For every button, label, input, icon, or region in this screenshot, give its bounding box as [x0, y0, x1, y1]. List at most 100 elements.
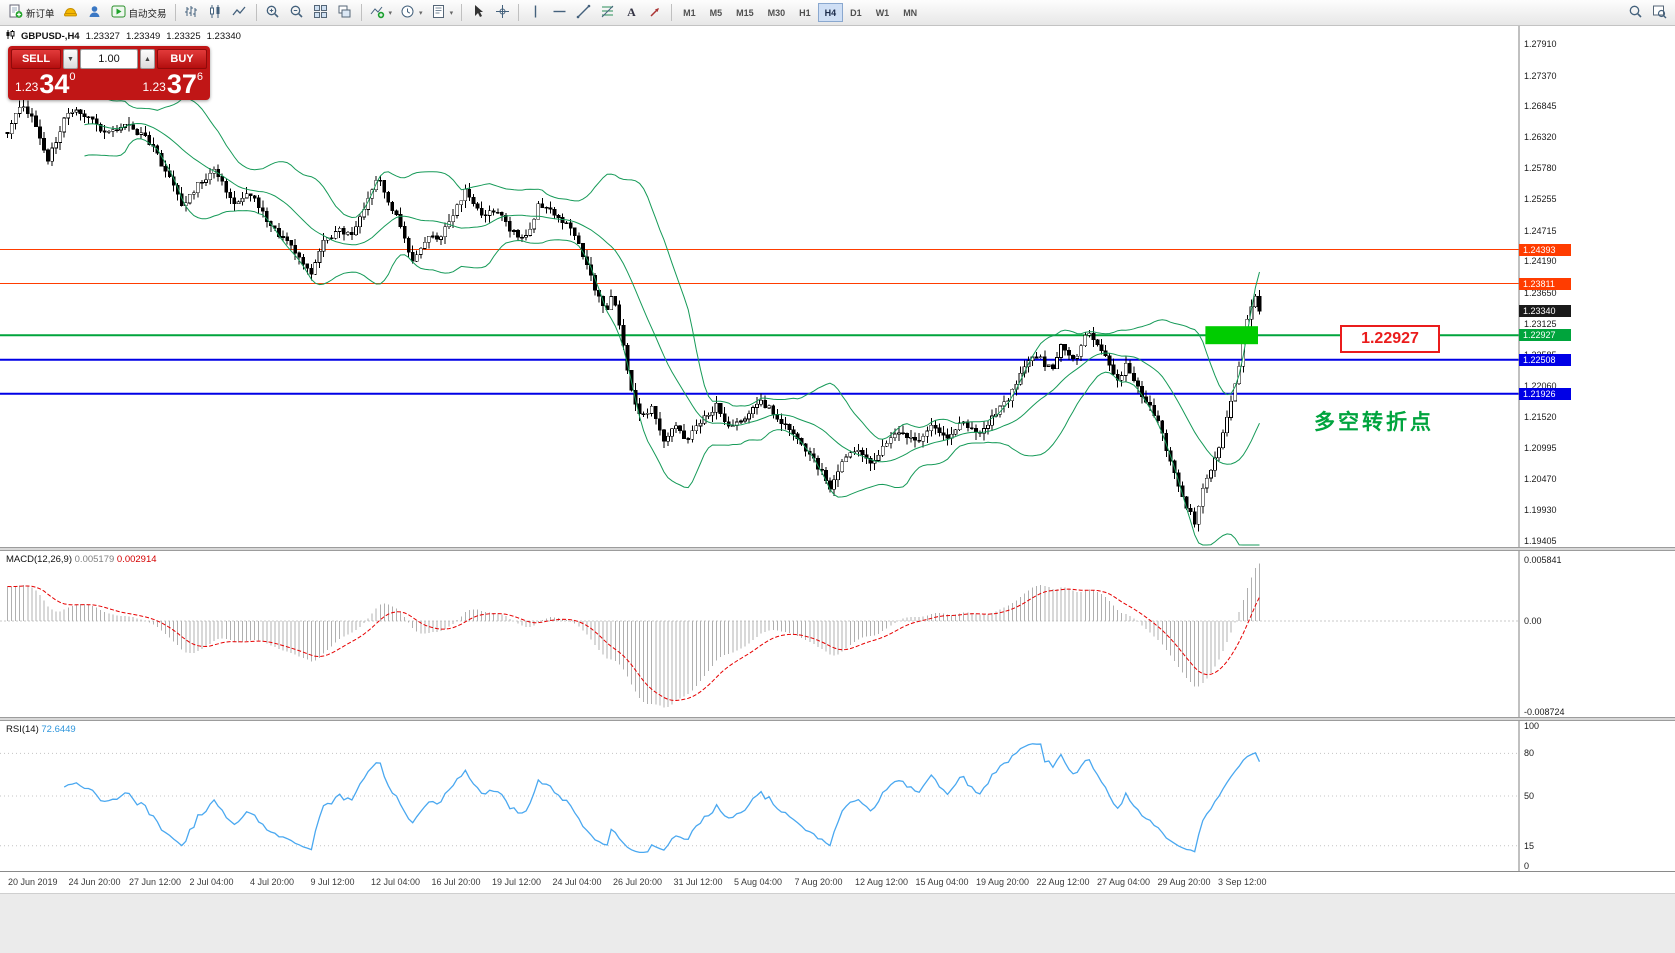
- sell-price-display[interactable]: 1.23 34 0: [15, 71, 76, 98]
- play-icon: [111, 4, 126, 22]
- price-axis-label: 1.19405: [1524, 536, 1557, 546]
- templates-button[interactable]: ▾: [427, 2, 458, 24]
- indicators-button[interactable]: ▾: [366, 2, 397, 24]
- time-axis-label: 5 Aug 04:00: [734, 877, 783, 887]
- ohlc-high: 1.23349: [125, 30, 161, 42]
- triangle-down-icon: ▼: [67, 55, 74, 63]
- zoom-out-button[interactable]: [285, 2, 309, 24]
- ohlc-open: 1.23327: [85, 30, 120, 42]
- chevron-down-icon: ▾: [388, 9, 393, 17]
- trendline-button[interactable]: [571, 2, 595, 24]
- toolbar-separator: [518, 4, 520, 21]
- volume-down-button[interactable]: ▼: [63, 49, 78, 69]
- horizontal-line-icon: [552, 4, 567, 22]
- price-axis[interactable]: 1.27910 1.27370 1.26845 1.26320 1.25780 1.252…: [1519, 26, 1675, 547]
- timeframe-d1[interactable]: D1: [843, 3, 869, 22]
- time-axis-label: 3 Sep 12:00: [1218, 877, 1267, 887]
- chevron-down-icon: ▾: [419, 9, 423, 17]
- timeframe-h4[interactable]: H4: [817, 3, 844, 22]
- timeframe-w1[interactable]: W1: [869, 3, 897, 22]
- panel-splitter[interactable]: [0, 717, 1675, 721]
- bar-chart-icon: [184, 4, 199, 22]
- arrows-button[interactable]: [643, 2, 667, 24]
- time-axis[interactable]: 20 Jun 2019 24 Jun 20:00 27 Jun 12:00 2 Jul…: [0, 871, 1675, 893]
- rsi-panel[interactable]: RSI(14) 72.6449 100 80 50 15 0: [0, 721, 1675, 871]
- tile-windows-button[interactable]: [309, 2, 333, 24]
- profile-button[interactable]: [83, 2, 107, 24]
- time-axis-label: 7 Aug 20:00: [794, 877, 843, 887]
- rsi-axis-label: 100: [1524, 721, 1540, 731]
- arrow-icon: [648, 4, 663, 22]
- buy-button[interactable]: BUY: [157, 49, 207, 69]
- price-axis-label: 1.27910: [1524, 39, 1557, 49]
- chart-symbol-line: GBPUSD-,H4 1.23327 1.23349 1.23325 1.233…: [6, 30, 241, 42]
- timeframe-m15[interactable]: M15: [729, 3, 761, 22]
- zoom-in-button[interactable]: [261, 2, 285, 24]
- crosshair-button[interactable]: [490, 2, 514, 24]
- buy-price-display[interactable]: 1.23 37 6: [142, 69, 203, 99]
- time-axis-label: 19 Jul 12:00: [492, 877, 542, 887]
- tile-windows-icon: [313, 4, 328, 22]
- macd-signal-value: 0.002914: [116, 554, 157, 565]
- cascade-windows-button[interactable]: [333, 2, 357, 24]
- periods-button[interactable]: ▾: [396, 2, 427, 24]
- macd-axis[interactable]: 0.005841 0.00 -0.008724: [1519, 551, 1675, 717]
- price-axis-label: 1.26845: [1524, 101, 1557, 112]
- volume-up-button[interactable]: ▲: [140, 49, 155, 69]
- horizontal-line-button[interactable]: [547, 2, 571, 24]
- macd-axis-label: 0.00: [1524, 615, 1542, 626]
- timeframe-h1[interactable]: H1: [792, 3, 818, 22]
- cursor-button[interactable]: [466, 2, 490, 24]
- trendline-icon: [576, 4, 591, 22]
- chevron-down-icon: ▾: [449, 9, 454, 17]
- rsi-label-line: RSI(14) 72.6449: [6, 724, 76, 735]
- macd-axis-label: 0.005841: [1524, 555, 1562, 565]
- price-chart-canvas[interactable]: [0, 26, 1675, 547]
- macd-panel[interactable]: MACD(12,26,9) 0.005179 0.002914 0.005841…: [0, 551, 1675, 717]
- price-chart-panel[interactable]: GBPUSD-,H4 1.23327 1.23349 1.23325 1.233…: [0, 26, 1675, 547]
- crosshair-icon: [495, 4, 510, 22]
- timeframe-m30[interactable]: M30: [761, 3, 793, 22]
- price-axis-label: 1.22060: [1524, 380, 1557, 391]
- macd-canvas[interactable]: [0, 551, 1675, 717]
- line-chart-button[interactable]: [228, 2, 252, 24]
- price-tag: 1.23811: [1519, 277, 1571, 290]
- rsi-axis[interactable]: 100 80 50 15 0: [1519, 721, 1675, 871]
- main-toolbar: 新订单 自动交易 ▾ ▾ ▾ A: [0, 0, 1675, 26]
- symbol-search-button[interactable]: [1647, 2, 1671, 24]
- time-axis-label: 15 Aug 04:00: [915, 877, 969, 887]
- timeframe-mn[interactable]: MN: [896, 3, 924, 22]
- new-order-button[interactable]: 新订单: [4, 2, 59, 24]
- rsi-axis-label: 50: [1524, 791, 1535, 801]
- bar-chart-button[interactable]: [180, 2, 204, 24]
- macd-label: MACD(12,26,9): [6, 554, 72, 565]
- volume-input[interactable]: [80, 49, 138, 69]
- price-axis-label: 1.20470: [1524, 473, 1557, 484]
- rsi-axis-label: 80: [1524, 748, 1535, 759]
- metaeditor-button[interactable]: [59, 2, 83, 24]
- zoom-in-icon: [265, 4, 280, 22]
- price-axis-label: 1.20995: [1524, 443, 1557, 454]
- panel-splitter[interactable]: [0, 547, 1675, 551]
- window-search-icon: [1652, 4, 1667, 22]
- timeframe-m5[interactable]: M5: [703, 3, 730, 22]
- text-button[interactable]: A: [619, 2, 643, 24]
- bottom-strip: [0, 893, 1675, 953]
- macd-axis-label: -0.008724: [1524, 707, 1565, 717]
- sell-price-prefix: 1.23: [15, 80, 39, 94]
- timeframe-m1[interactable]: M1: [676, 3, 703, 22]
- candlestick-chart-button[interactable]: [204, 2, 228, 24]
- indicators-icon: [370, 4, 385, 22]
- ohlc-low: 1.23325: [166, 30, 201, 42]
- rsi-canvas[interactable]: [0, 721, 1675, 871]
- buy-price-big: 37: [166, 69, 197, 99]
- sell-button[interactable]: SELL: [11, 49, 61, 69]
- vertical-line-button[interactable]: [523, 2, 547, 24]
- price-axis-label: 1.25780: [1524, 163, 1557, 174]
- time-axis-label: 31 Jul 12:00: [673, 877, 723, 887]
- autotrading-button[interactable]: 自动交易: [107, 2, 171, 24]
- search-button[interactable]: [1623, 2, 1647, 24]
- fibonacci-button[interactable]: [595, 2, 619, 24]
- price-axis-label: 1.25255: [1524, 194, 1557, 205]
